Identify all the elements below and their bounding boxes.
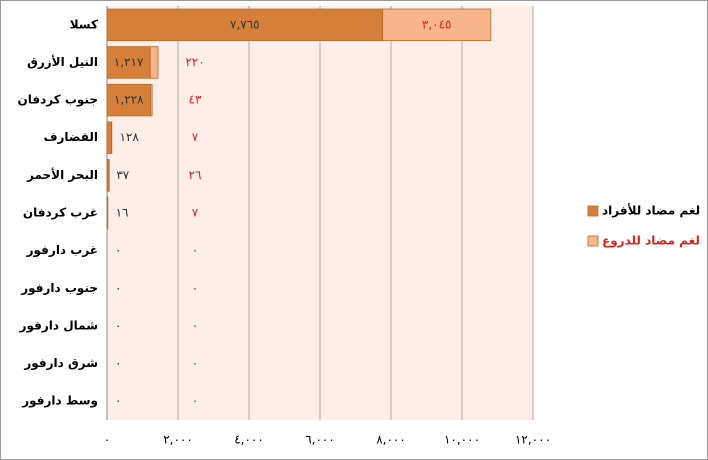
bar-segment: [149, 46, 159, 79]
category-label: البحر الأحمر: [26, 167, 98, 182]
category-label: النيل الأزرق: [27, 54, 98, 69]
value-label: ١,٢١٧: [114, 55, 144, 69]
value-label: ٤٣: [189, 93, 202, 107]
x-tick-label: ٨,٠٠٠: [376, 433, 406, 447]
value-label: ٠: [192, 356, 198, 370]
category-label: شمال دارفور: [19, 318, 98, 333]
value-label: ١,٢٢٨: [114, 93, 144, 107]
bar-segment: [106, 121, 112, 154]
legend-swatch: [587, 235, 599, 247]
value-label: ٣٧: [116, 168, 129, 182]
category-label: غرب كردفان: [23, 206, 98, 220]
legend-label: لغم مضاد للدروع: [602, 234, 700, 249]
x-tick-label: ١٠,٠٠٠: [444, 433, 480, 447]
x-tick-label: ٦,٠٠٠: [305, 433, 335, 447]
value-label: ٠: [115, 318, 121, 332]
category-label: كسلا: [70, 17, 98, 31]
value-label: ٠: [115, 281, 121, 295]
value-label: ٠: [192, 281, 198, 295]
category-label: جنوب دارفور: [20, 281, 98, 296]
x-tick-label: ١٢,٠٠٠: [515, 433, 551, 447]
value-label: ٢٢٠: [185, 55, 204, 69]
value-label: ١٦: [116, 206, 129, 220]
value-label: ١٢٨: [120, 130, 140, 144]
category-label: جنوب كردفان: [17, 93, 98, 108]
value-label: ٧,٧٦٥: [230, 17, 260, 31]
value-label: ٠: [192, 318, 198, 332]
value-label: ٠: [192, 394, 198, 408]
value-label: ٢٦: [189, 168, 202, 182]
legend-swatch: [587, 205, 599, 217]
bar-segment: [106, 8, 384, 42]
category-label: شرق دارفور: [23, 356, 98, 371]
value-label: ٠: [115, 394, 121, 408]
x-tick-label: ٢,٠٠٠: [163, 433, 193, 447]
x-tick-label: ٤,٠٠٠: [234, 433, 264, 447]
bar-segment: [107, 159, 110, 192]
value-label: ٠: [115, 243, 121, 257]
value-label: ٣,٠٤٥: [422, 17, 452, 31]
x-tick-label: ٠: [104, 433, 110, 447]
bar-segment: [150, 83, 153, 117]
bar-segment: [382, 8, 492, 42]
category-label: وسط دارفور: [21, 394, 98, 409]
value-label: ٧: [192, 206, 199, 220]
category-label: غرب دارفور: [26, 243, 98, 258]
category-label: القضارف: [44, 130, 98, 144]
value-label: ٠: [115, 356, 121, 370]
value-label: ٧: [192, 130, 199, 144]
legend-label: لغم مضاد للأفراد: [602, 203, 700, 218]
value-label: ٠: [192, 243, 198, 257]
